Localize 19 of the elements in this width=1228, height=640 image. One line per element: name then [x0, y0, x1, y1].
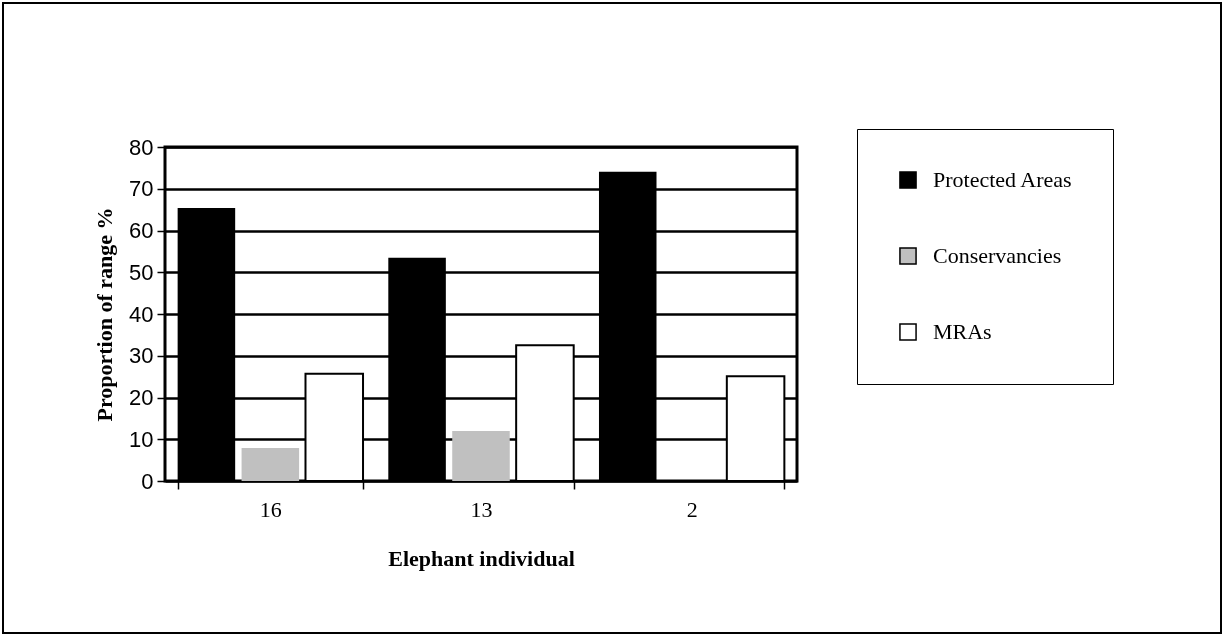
y-tick-label: 80 [129, 134, 154, 160]
x-axis-title: Elephant individual [388, 545, 575, 571]
y-tick-label: 60 [129, 218, 154, 243]
legend-label: Protected Areas [933, 167, 1072, 192]
y-tick-label: 0 [141, 468, 154, 494]
y-tick-label: 70 [129, 176, 154, 202]
legend-label: MRAs [933, 319, 992, 344]
y-axis-title: Proportion of range % [92, 207, 118, 422]
bar [452, 430, 510, 481]
x-tick-label: 16 [259, 496, 282, 522]
x-tick-label: 13 [470, 496, 493, 522]
x-tick-label: 2 [686, 496, 698, 522]
y-tick-label: 30 [129, 343, 154, 369]
y-tick-label: 50 [129, 259, 154, 285]
y-tick-label: 10 [129, 426, 154, 452]
legend-label: Conservancies [933, 243, 1062, 268]
y-tick-label: 40 [129, 301, 154, 327]
y-tick-label: 20 [129, 385, 154, 410]
bar [241, 448, 300, 481]
